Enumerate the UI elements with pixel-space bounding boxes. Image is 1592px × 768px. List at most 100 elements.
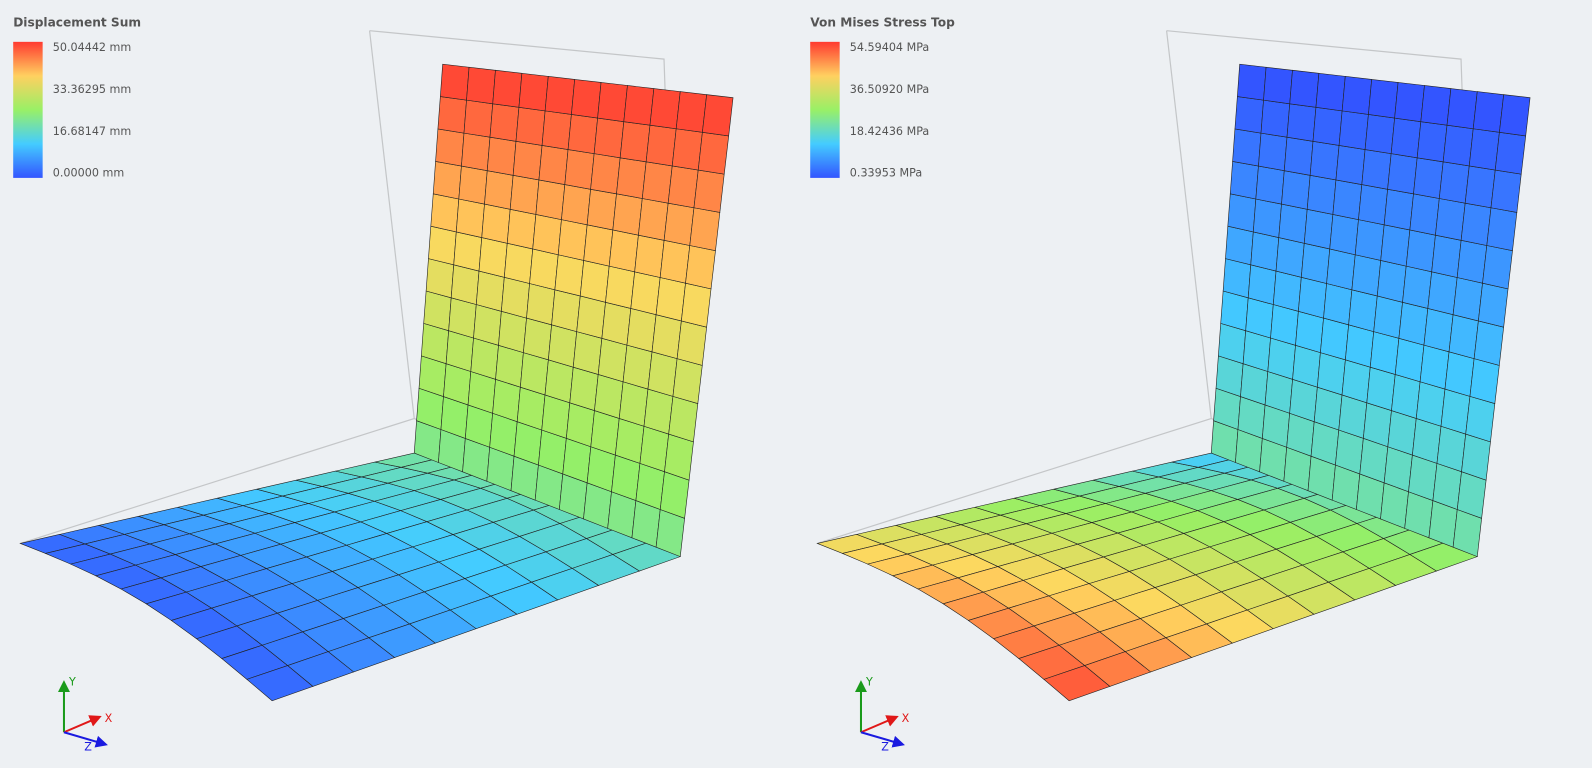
mesh-element	[567, 114, 598, 154]
mesh-element	[520, 352, 549, 396]
axis-label: Z	[84, 741, 92, 754]
mesh-element	[623, 85, 655, 126]
mesh-element	[455, 198, 485, 238]
mesh-element	[1312, 106, 1343, 146]
mesh-element	[1486, 207, 1518, 252]
mesh-element	[425, 258, 455, 299]
mesh-element	[1448, 314, 1479, 360]
mesh-element	[463, 99, 494, 138]
mesh-element	[618, 381, 649, 427]
mesh-element	[639, 425, 670, 473]
mesh-element	[1436, 425, 1467, 473]
mesh-element	[638, 198, 669, 241]
legend-label: 18.42436 MPa	[850, 125, 929, 138]
mesh-element	[1409, 193, 1440, 236]
mesh-element	[437, 96, 467, 134]
mesh-element	[1300, 242, 1331, 284]
mesh-element	[1435, 198, 1466, 241]
mesh-element	[475, 270, 505, 312]
mesh-element	[544, 76, 575, 115]
mesh-element	[576, 295, 606, 339]
mesh-element	[1361, 149, 1392, 190]
mesh-element	[1286, 103, 1317, 142]
mesh-element	[671, 128, 703, 171]
mesh-element	[564, 149, 595, 190]
axis-label: Y	[68, 676, 76, 689]
mesh-element	[557, 219, 588, 261]
mesh-element	[1472, 91, 1505, 133]
mesh-element	[626, 308, 657, 353]
mesh-element	[1222, 258, 1252, 299]
mesh-element	[1351, 254, 1382, 297]
mesh-element	[569, 366, 599, 412]
mesh-element	[597, 337, 628, 383]
mesh-element	[601, 301, 632, 346]
panel-title: Displacement Sum	[13, 16, 141, 30]
legend-label: 36.50920 MPa	[850, 83, 929, 96]
mesh-element	[1317, 352, 1346, 396]
mesh-element	[1468, 128, 1500, 171]
mesh-element	[435, 128, 465, 167]
mesh-element	[1366, 366, 1396, 412]
mesh-element	[1270, 304, 1299, 346]
mesh-element	[535, 179, 566, 220]
axis-label: X	[902, 712, 910, 725]
mesh-element	[643, 388, 674, 435]
mesh-element	[428, 225, 457, 266]
mesh-element	[503, 242, 534, 284]
mesh-element	[1413, 157, 1444, 199]
mesh-element	[1358, 184, 1388, 226]
mesh-element	[1398, 301, 1429, 346]
mesh-element	[1391, 374, 1421, 419]
mesh-element	[1376, 260, 1407, 303]
mesh-element	[1364, 114, 1395, 154]
mesh-element	[1341, 359, 1371, 404]
mesh-element	[432, 161, 462, 200]
mesh-element	[430, 193, 460, 233]
mesh-element	[466, 66, 496, 105]
undeformed-outline	[368, 30, 415, 419]
undeformed-outline	[1165, 30, 1212, 419]
mesh-element	[448, 297, 477, 339]
mesh-element	[1460, 202, 1492, 246]
mesh-element	[1368, 79, 1399, 119]
mesh-element	[651, 314, 682, 360]
mesh-element	[1499, 94, 1531, 137]
mesh-element	[541, 110, 572, 150]
mesh-element	[1255, 165, 1285, 205]
mesh-element	[1278, 203, 1308, 244]
mesh-element	[608, 229, 639, 273]
mesh-element	[1345, 324, 1375, 368]
mesh-element	[645, 124, 677, 167]
mesh-element	[1320, 317, 1349, 361]
mesh-element	[647, 351, 678, 397]
mesh-element	[634, 234, 665, 278]
mesh-element	[548, 324, 578, 368]
mesh-element	[641, 161, 673, 204]
mesh-element	[512, 140, 543, 181]
mesh-element	[702, 94, 734, 137]
mesh-element	[1252, 198, 1282, 238]
mesh-element	[506, 208, 537, 250]
mesh-element	[593, 117, 625, 159]
mesh-element	[1289, 69, 1320, 108]
mesh-element	[526, 283, 556, 326]
mesh-element	[1405, 229, 1436, 273]
mesh-element	[523, 317, 552, 361]
result-panel: Von Mises Stress Top 54.59404 MPa 36.50920…	[810, 16, 1531, 754]
mesh-element	[1431, 234, 1462, 278]
mesh-element	[1373, 295, 1403, 339]
mesh-element	[1227, 193, 1257, 233]
mesh-element	[1258, 132, 1288, 172]
panel-title: Von Mises Stress Top	[810, 16, 955, 30]
axis-label: Z	[881, 741, 889, 754]
mesh-element	[1309, 140, 1340, 181]
mesh-element	[1332, 179, 1363, 220]
mesh-element	[619, 121, 651, 163]
mesh-element	[501, 276, 530, 319]
mesh-element	[1416, 121, 1448, 163]
mesh-element	[583, 224, 614, 267]
legend-label: 0.00000 mm	[53, 167, 124, 180]
mesh-element	[1338, 110, 1369, 150]
